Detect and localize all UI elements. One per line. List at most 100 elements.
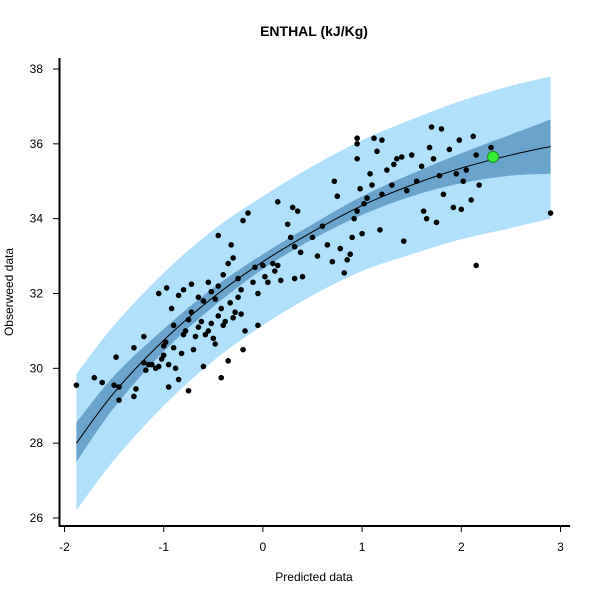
data-point: [426, 144, 433, 151]
data-point: [215, 232, 222, 239]
data-point: [354, 156, 360, 162]
data-point: [222, 318, 228, 325]
data-point: [225, 358, 231, 364]
data-point: [235, 275, 241, 282]
y-tick-label: 26: [30, 511, 44, 525]
data-point: [458, 206, 465, 213]
data-point: [377, 227, 383, 233]
x-tick-label: 2: [458, 540, 465, 554]
data-point: [265, 279, 271, 286]
data-point: [463, 167, 470, 173]
data-point: [218, 305, 225, 312]
data-point: [238, 286, 244, 293]
data-point: [374, 148, 380, 155]
data-point: [446, 146, 453, 153]
data-point: [228, 242, 234, 248]
data-point: [182, 328, 189, 334]
data-point: [398, 154, 405, 160]
data-point: [284, 221, 291, 228]
data-point: [185, 316, 192, 323]
data-point: [274, 262, 281, 269]
x-tick-label: 0: [260, 540, 267, 554]
data-point: [141, 359, 147, 366]
bands-layer: [76, 76, 551, 511]
data-point: [141, 333, 147, 340]
data-point: [218, 374, 225, 381]
data-point: [274, 199, 281, 205]
data-point: [192, 333, 199, 340]
data-point: [240, 346, 246, 353]
y-tick-label: 38: [30, 62, 44, 76]
data-point: [208, 288, 215, 295]
data-point: [294, 208, 301, 214]
data-point: [361, 200, 367, 207]
points-layer: [73, 124, 554, 403]
data-point: [113, 354, 119, 360]
data-point: [116, 384, 122, 390]
data-point: [547, 210, 554, 216]
data-point: [146, 361, 152, 368]
data-point: [413, 178, 420, 185]
data-point: [205, 328, 212, 334]
highlight-layer: [487, 150, 500, 163]
data-point: [334, 193, 341, 200]
data-point: [152, 365, 159, 372]
data-point: [255, 290, 261, 297]
data-point: [289, 204, 296, 211]
data-point: [163, 285, 170, 291]
data-point: [111, 382, 117, 388]
data-point: [400, 238, 407, 244]
data-point: [287, 234, 294, 241]
data-point: [297, 249, 304, 256]
data-point: [341, 270, 348, 276]
data-point: [309, 234, 316, 241]
data-point: [347, 251, 354, 258]
data-point: [270, 260, 276, 267]
data-point: [165, 361, 172, 368]
data-point: [354, 208, 360, 214]
data-point: [433, 219, 440, 226]
data-point: [188, 309, 195, 316]
data-point: [73, 382, 80, 388]
data-point: [389, 182, 395, 188]
data-point: [143, 367, 149, 374]
data-point: [436, 172, 443, 179]
data-point: [470, 133, 477, 140]
data-point: [359, 230, 365, 237]
data-point: [329, 258, 336, 265]
highlight-point: [487, 150, 500, 163]
data-point: [190, 346, 197, 353]
data-point: [175, 376, 182, 383]
data-point: [212, 341, 219, 347]
data-point: [384, 167, 390, 173]
data-point: [212, 296, 219, 302]
data-point: [423, 215, 430, 222]
y-tick-label: 34: [30, 212, 44, 226]
data-point: [418, 163, 425, 170]
data-point: [468, 197, 475, 203]
data-point: [252, 264, 258, 271]
data-point: [357, 185, 363, 192]
data-point: [131, 393, 137, 400]
data-point: [205, 279, 212, 286]
data-point: [238, 311, 244, 317]
data-point: [262, 273, 268, 280]
confidence-band: [76, 119, 551, 462]
data-point: [232, 309, 238, 316]
data-point: [188, 281, 195, 287]
chart-title: ENTHAL (kJ/Kg): [260, 23, 368, 39]
data-point: [391, 161, 397, 168]
data-point: [354, 141, 360, 147]
data-point: [99, 379, 105, 386]
data-point: [351, 215, 357, 222]
data-point: [162, 339, 169, 345]
data-point: [227, 300, 233, 306]
data-point: [420, 208, 427, 214]
data-point: [408, 152, 415, 158]
data-point: [291, 275, 298, 282]
y-tick-label: 28: [30, 436, 44, 450]
data-point: [314, 253, 321, 259]
data-point: [364, 195, 370, 201]
data-point: [272, 268, 278, 274]
data-point: [354, 135, 360, 142]
